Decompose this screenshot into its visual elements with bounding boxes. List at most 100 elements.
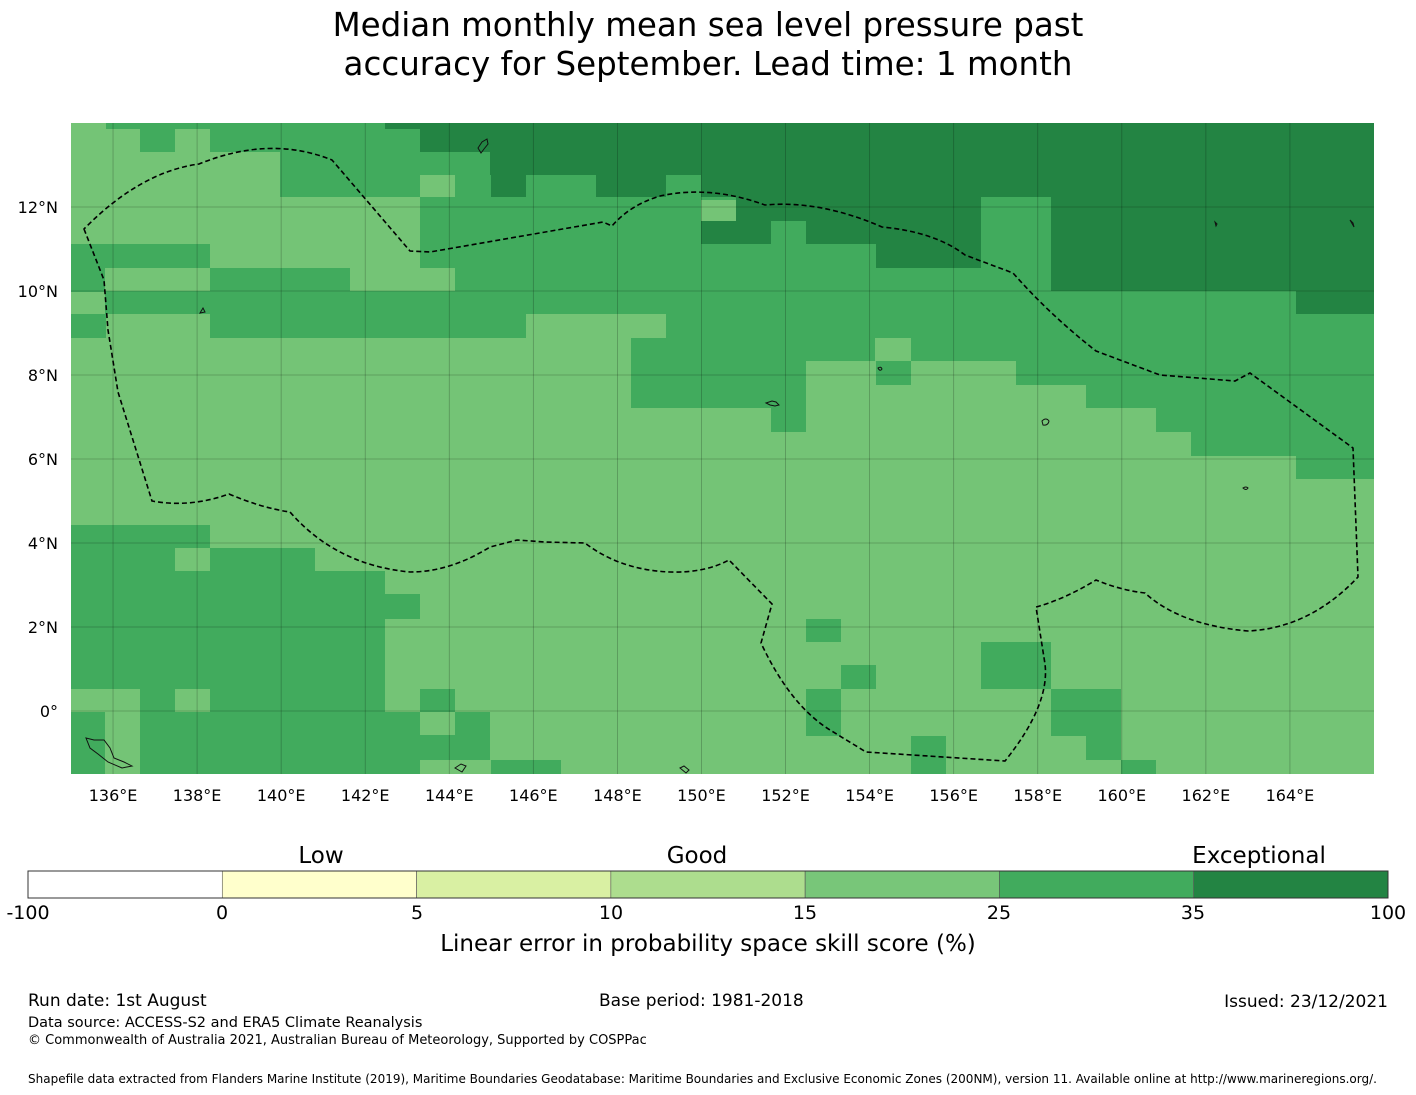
- skill-cell: [1296, 456, 1374, 479]
- skill-cell: [981, 221, 1051, 268]
- skill-cell: [631, 361, 806, 385]
- skill-cell: [455, 175, 491, 197]
- lon-tick-label: 140°E: [257, 786, 306, 805]
- skill-cell: [631, 338, 876, 361]
- colorbar-axis-label: Linear error in probability space skill …: [440, 931, 976, 957]
- skill-cell: [210, 689, 385, 712]
- skill-cell: [981, 642, 1051, 689]
- skill-cell: [420, 689, 455, 712]
- skill-cell: [71, 594, 385, 689]
- skill-cell: [666, 314, 1296, 338]
- island-dot-1: [1214, 220, 1218, 228]
- skill-cell: [701, 175, 1374, 197]
- map-gridlines: [71, 123, 1374, 774]
- lon-tick-label: 158°E: [1013, 786, 1062, 805]
- issued-date: Issued: 23/12/2021: [1224, 992, 1388, 1012]
- colorbar-tick: 5: [410, 902, 424, 924]
- skill-cell: [875, 338, 911, 361]
- island-new-ireland: [454, 763, 467, 773]
- lon-tick-label: 138°E: [173, 786, 222, 805]
- island-pohnpei-small: [877, 366, 883, 371]
- skill-cell: [210, 548, 315, 571]
- title-line-2: accuracy for September. Lead time: 1 mon…: [343, 45, 1073, 83]
- category-low: Low: [298, 843, 344, 869]
- skill-cell: [71, 571, 385, 594]
- skill-cell: [210, 129, 420, 152]
- lon-tick-label: 144°E: [425, 786, 474, 805]
- skill-cell: [420, 123, 1374, 175]
- lon-tick-label: 164°E: [1266, 786, 1315, 805]
- data-source: Data source: ACCESS-S2 and ERA5 Climate …: [28, 1015, 423, 1031]
- lon-tick-label: 146°E: [509, 786, 558, 805]
- colorbar-segment: [416, 870, 612, 899]
- map-title: Median monthly mean sea level pressure p…: [0, 6, 1416, 84]
- copyright: © Commonwealth of Australia 2021, Austra…: [28, 1033, 647, 1048]
- skill-cell: [701, 221, 771, 244]
- island-chuuk: [764, 400, 780, 407]
- latitude-labels: 12°N 10°N 8°N 6°N 4°N 2°N 0°: [18, 198, 58, 721]
- skill-cell: [1086, 385, 1296, 408]
- base-period: Base period: 1981-2018: [599, 991, 804, 1011]
- category-good: Good: [666, 843, 728, 869]
- colorbar-tick: -100: [6, 902, 50, 924]
- lat-tick-label: 8°N: [28, 366, 58, 385]
- skill-cell: [631, 385, 806, 408]
- skill-cell: [280, 152, 420, 175]
- skill-cell: [1261, 123, 1296, 129]
- run-date: Run date: 1st August: [28, 991, 207, 1011]
- skill-cell: [526, 175, 596, 197]
- island-palau: [198, 306, 206, 314]
- skill-cell: [385, 123, 420, 129]
- skill-cell: [806, 221, 981, 244]
- skill-cell: [491, 175, 526, 197]
- colorbar-outline: [27, 870, 1389, 899]
- skill-cell: [385, 594, 420, 619]
- skill-cell: [1296, 291, 1374, 314]
- skill-cell: [71, 314, 106, 338]
- skill-cell: [981, 197, 1051, 221]
- island-new-guinea-north: [85, 737, 134, 769]
- skill-cells: [71, 123, 1374, 774]
- lat-tick-label: 2°N: [28, 618, 58, 637]
- skill-cell: [420, 197, 701, 221]
- lon-tick-label: 152°E: [761, 786, 810, 805]
- skill-cell: [106, 123, 420, 129]
- colorbar-segment: [610, 870, 806, 899]
- colorbar-tick: 35: [1180, 902, 1206, 924]
- colorbar-tick: 100: [1369, 902, 1407, 924]
- skill-cell: [140, 712, 420, 774]
- skill-cell: [841, 665, 876, 689]
- skill-cell: [1051, 221, 1374, 291]
- shapefile-credit: Shapefile data extracted from Flanders M…: [28, 1072, 1377, 1086]
- skill-cell: [771, 221, 806, 244]
- skill-cell: [1296, 314, 1374, 456]
- skill-cell: [806, 689, 841, 736]
- lat-tick-label: 0°: [40, 702, 58, 721]
- skill-cell: [140, 129, 175, 152]
- title-line-1: Median monthly mean sea level pressure p…: [332, 6, 1084, 44]
- skill-cell: [1051, 197, 1374, 221]
- skill-cell: [771, 408, 806, 432]
- island-atoll-east: [1242, 486, 1249, 490]
- island-guam: [477, 138, 489, 154]
- skill-cell: [806, 619, 841, 642]
- skill-cell: [71, 268, 105, 292]
- island-kosrae: [1041, 418, 1050, 426]
- skill-cell: [385, 712, 420, 760]
- lon-tick-label: 162°E: [1182, 786, 1231, 805]
- skill-cell: [701, 197, 736, 200]
- colorbar: [27, 870, 1389, 899]
- skill-cell: [455, 712, 490, 760]
- lat-tick-label: 12°N: [18, 198, 58, 217]
- skill-cell: [1156, 408, 1296, 432]
- colorbar-tick: 10: [598, 902, 624, 924]
- island-dot-2: [1349, 219, 1355, 228]
- skill-cell: [455, 268, 1051, 291]
- skill-cell: [876, 361, 911, 385]
- skill-cell: [420, 735, 455, 760]
- skill-cell: [596, 175, 666, 197]
- colorbar-segment: [804, 870, 1000, 899]
- lon-tick-label: 148°E: [593, 786, 642, 805]
- lat-tick-label: 4°N: [28, 534, 58, 553]
